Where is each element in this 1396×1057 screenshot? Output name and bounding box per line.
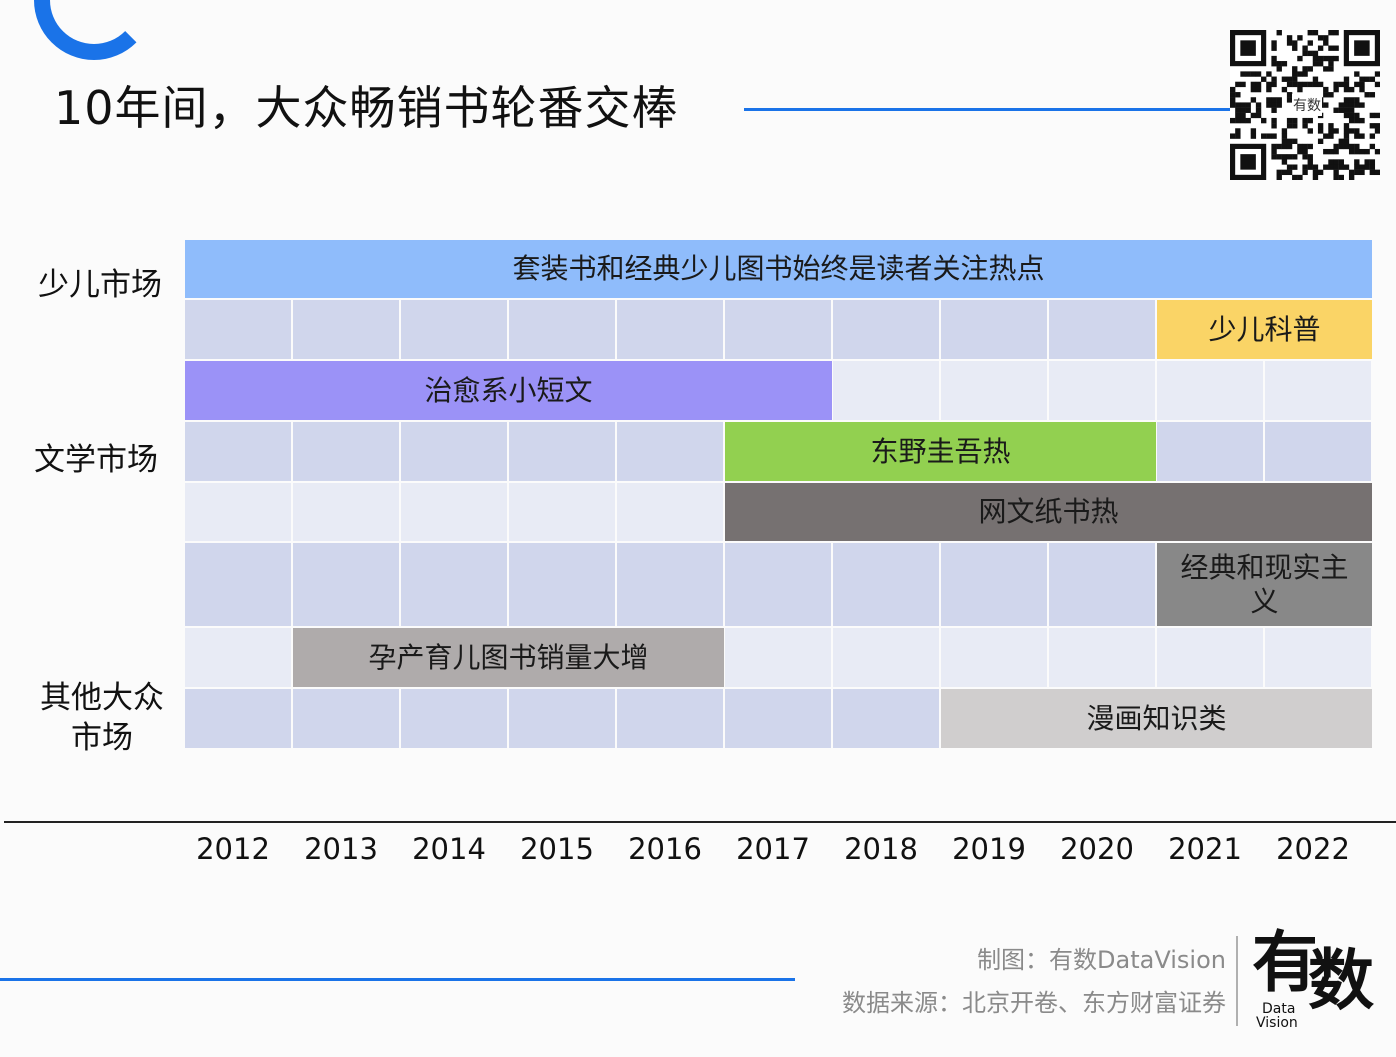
- grid-cell: [941, 628, 1047, 687]
- x-tick-label: 2021: [1168, 832, 1242, 866]
- timeline-bar-label: 东野圭吾热: [870, 434, 1011, 468]
- logo-char-2: 数: [1308, 942, 1374, 1019]
- grid-cell: [293, 689, 399, 748]
- grid-cell: [293, 300, 399, 359]
- grid-cell: [617, 543, 723, 626]
- grid-cell: [401, 422, 507, 481]
- x-tick-label: 2012: [196, 832, 270, 866]
- grid-cell: [293, 543, 399, 626]
- timeline-bar: 网文纸书热: [725, 483, 1372, 541]
- grid-cell: [1049, 361, 1155, 420]
- grid-cell: [725, 300, 831, 359]
- x-tick-label: 2013: [304, 832, 378, 866]
- x-tick-label: 2015: [520, 832, 594, 866]
- qr-code: 有数: [1230, 30, 1380, 180]
- grid-cell: [293, 483, 399, 541]
- x-tick-label: 2016: [628, 832, 702, 866]
- grid-cell: [401, 300, 507, 359]
- logo-char-1: 有: [1252, 924, 1318, 1001]
- page-title: 10年间，大众畅销书轮番交棒: [54, 81, 679, 135]
- grid-cell: [1265, 422, 1371, 481]
- grid-cell: [1157, 361, 1263, 420]
- grid-cell: [509, 483, 615, 541]
- timeline-bar-label: 少儿科普: [1208, 312, 1321, 346]
- grid-cell: [509, 689, 615, 748]
- qr-code-graphic: [1230, 30, 1380, 180]
- grid-cell: [617, 689, 723, 748]
- title-rule: [744, 108, 1230, 111]
- timeline-bar: 东野圭吾热: [725, 422, 1156, 481]
- grid-cell: [401, 689, 507, 748]
- grid-cell: [1049, 300, 1155, 359]
- datavision-logo: 有 数 Data Vision: [1252, 920, 1382, 1031]
- x-tick-label: 2019: [952, 832, 1026, 866]
- timeline-bar-label: 治愈系小短文: [424, 373, 593, 407]
- timeline-bar: 孕产育儿图书销量大增: [293, 628, 724, 687]
- grid-cell: [401, 483, 507, 541]
- timeline-bar: 漫画知识类: [941, 689, 1372, 748]
- credit-divider: [1236, 936, 1238, 1026]
- grid-cell: [509, 422, 615, 481]
- grid-cell: [833, 361, 939, 420]
- logo-text-data: Data: [1262, 1001, 1296, 1017]
- timeline-bar: 治愈系小短文: [185, 361, 832, 420]
- grid-cell: [833, 543, 939, 626]
- x-tick-label: 2022: [1276, 832, 1350, 866]
- grid-cell: [725, 628, 831, 687]
- grid-cell: [509, 300, 615, 359]
- grid-cell: [1265, 361, 1371, 420]
- qr-center-text: 有数: [1292, 94, 1322, 116]
- timeline-bar-label: 经典和现实主义: [1180, 550, 1349, 618]
- logo-text-vision: Vision: [1256, 1015, 1298, 1031]
- grid-cell: [1157, 422, 1263, 481]
- grid-cell: [509, 543, 615, 626]
- timeline-bar-label: 网文纸书热: [978, 495, 1119, 528]
- grid-cell: [185, 483, 291, 541]
- x-axis-line: [4, 821, 1396, 823]
- grid-cell: [1157, 628, 1263, 687]
- grid-cell: [185, 300, 291, 359]
- timeline-bar-label: 孕产育儿图书销量大增: [368, 640, 649, 674]
- grid-cell: [185, 628, 291, 687]
- grid-cell: [401, 543, 507, 626]
- corner-arc-decoration: [34, 0, 154, 60]
- credit-source: 数据来源：北京开卷、东方财富证券: [842, 989, 1226, 1017]
- timeline-bar: 少儿科普: [1157, 300, 1372, 359]
- grid-cell: [941, 300, 1047, 359]
- grid-cell: [833, 300, 939, 359]
- timeline-bar: 经典和现实主义: [1157, 543, 1372, 626]
- x-tick-label: 2017: [736, 832, 810, 866]
- credit-maker: 制图：有数DataVision: [977, 946, 1226, 974]
- timeline-bar-label: 漫画知识类: [1086, 701, 1227, 735]
- grid-cell: [833, 628, 939, 687]
- grid-cell: [941, 361, 1047, 420]
- bottom-rule: [0, 978, 795, 981]
- timeline-bar: 套装书和经典少儿图书始终是读者关注热点: [185, 240, 1372, 298]
- grid-cell: [185, 689, 291, 748]
- grid-cell: [617, 422, 723, 481]
- grid-cell: [833, 689, 939, 748]
- grid-cell: [185, 543, 291, 626]
- grid-cell: [293, 422, 399, 481]
- grid-cell: [617, 300, 723, 359]
- x-tick-label: 2020: [1060, 832, 1134, 866]
- row-label-other: 其他大众 市场: [40, 680, 164, 756]
- grid-cell: [1049, 628, 1155, 687]
- grid-cell: [1265, 628, 1371, 687]
- grid-cell: [185, 422, 291, 481]
- row-label-children: 少儿市场: [38, 267, 162, 303]
- grid-cell: [617, 483, 723, 541]
- timeline-bar-label: 套装书和经典少儿图书始终是读者关注热点: [512, 252, 1045, 285]
- grid-cell: [725, 543, 831, 626]
- x-tick-label: 2014: [412, 832, 486, 866]
- x-tick-label: 2018: [844, 832, 918, 866]
- grid-cell: [941, 543, 1047, 626]
- grid-cell: [725, 689, 831, 748]
- grid-cell: [1049, 543, 1155, 626]
- row-label-literature: 文学市场: [34, 442, 158, 478]
